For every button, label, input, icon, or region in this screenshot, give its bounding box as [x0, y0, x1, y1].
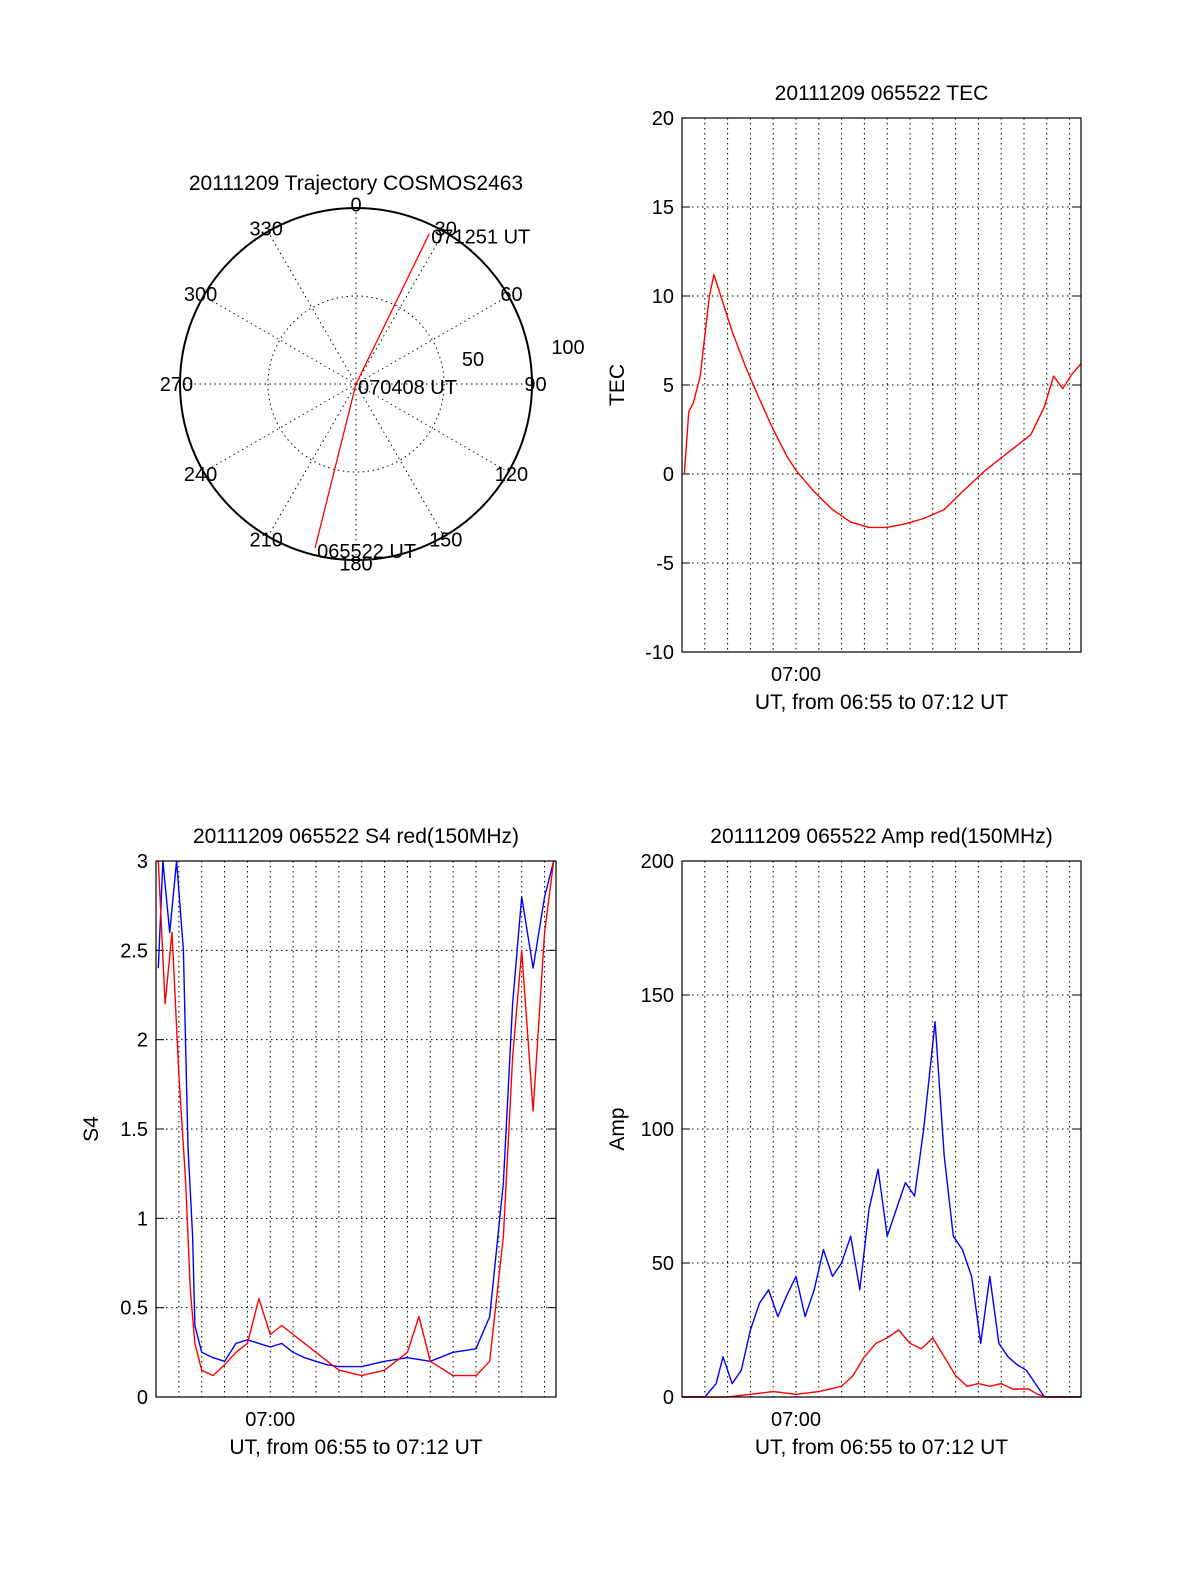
y-tick-label: 10 — [652, 286, 674, 308]
inner-grid-circle — [267, 295, 445, 473]
chart-title: 20111209 Trajectory COSMOS2463 — [189, 172, 523, 195]
x-tick-label: 07:00 — [771, 664, 821, 686]
amp-chart: 20111209 065522 Amp red(150MHz) 200 150 100… — [606, 825, 1082, 1459]
x-axis-label: UT, from 06:55 to 07:12 UT — [229, 1436, 482, 1459]
plot-frame — [681, 860, 1082, 1398]
azimuth-spoke — [203, 295, 357, 385]
chart-title: 20111209 065522 Amp red(150MHz) — [710, 825, 1052, 848]
azimuth-label: 300 — [184, 284, 217, 306]
y-axis-label: TEC — [606, 364, 629, 406]
y-tick-label: 1.5 — [120, 1119, 148, 1141]
y-tick-label: 20 — [652, 108, 674, 130]
y-tick-label: 150 — [641, 985, 674, 1007]
y-tick-label: 1 — [137, 1208, 148, 1230]
series-line-1 — [157, 860, 555, 1377]
azimuth-label: 240 — [184, 464, 217, 486]
time-annotation: 065522 UT — [317, 541, 416, 563]
y-tick-label: 15 — [652, 197, 674, 219]
radius-label: 50 — [462, 349, 484, 371]
azimuth-label: 90 — [524, 374, 546, 396]
trajectory-line — [314, 233, 430, 549]
tec-chart: 20111209 065522 TEC 20 15 10 5 0 -5 -10 07:00 UT,… — [606, 82, 1082, 714]
x-tick-label: 07:00 — [771, 1409, 821, 1431]
azimuth-spoke — [355, 383, 445, 537]
plot-frame — [155, 860, 557, 1398]
azimuth-label: 30 — [435, 219, 457, 241]
azimuth-label: 60 — [500, 284, 522, 306]
series-line-0 — [683, 273, 1082, 529]
azimuth-label: 330 — [250, 219, 283, 241]
y-tick-label: 0 — [137, 1387, 148, 1409]
y-tick-label: 50 — [652, 1253, 674, 1275]
azimuth-label: 150 — [429, 529, 462, 551]
y-tick-label: 3 — [137, 851, 148, 873]
y-tick-label: 5 — [663, 375, 674, 397]
y-tick-label: 2.5 — [120, 940, 148, 962]
azimuth-label: 120 — [495, 464, 528, 486]
y-tick-label: 2 — [137, 1030, 148, 1052]
azimuth-spoke — [267, 383, 357, 537]
series-line-0 — [157, 860, 555, 1368]
chart-title: 20111209 065522 TEC — [775, 82, 989, 105]
azimuth-spoke — [267, 231, 357, 385]
y-axis-label: S4 — [80, 1116, 103, 1142]
plot-frame — [681, 117, 1082, 653]
chart-title: 20111209 065522 S4 red(150MHz) — [193, 825, 519, 848]
time-annotation: 071251 UT — [431, 227, 530, 249]
y-axis-label: Amp — [606, 1107, 629, 1150]
y-tick-label: 0 — [663, 464, 674, 486]
y-tick-label: 0 — [663, 1387, 674, 1409]
y-tick-label: -10 — [645, 642, 674, 664]
azimuth-label: 270 — [160, 374, 193, 396]
y-tick-label: -5 — [656, 553, 674, 575]
azimuth-spoke — [203, 383, 357, 473]
time-annotation: 070408 UT — [358, 377, 457, 399]
radius-label: 100 — [551, 337, 584, 359]
x-tick-label: 07:00 — [245, 1409, 295, 1431]
s4-chart: 20111209 065522 S4 red(150MHz) 3 2.5 2 1.5 1 0… — [80, 825, 557, 1459]
azimuth-label: 180 — [339, 554, 372, 576]
x-axis-label: UT, from 06:55 to 07:12 UT — [755, 1436, 1008, 1459]
series-line-1 — [682, 1329, 1081, 1398]
azimuth-label: 0 — [350, 194, 361, 216]
y-tick-label: 0.5 — [120, 1298, 148, 1320]
azimuth-label: 210 — [250, 529, 283, 551]
x-axis-label: UT, from 06:55 to 07:12 UT — [755, 691, 1008, 714]
y-tick-label: 100 — [641, 1119, 674, 1141]
y-tick-label: 200 — [641, 851, 674, 873]
series-line-0 — [682, 1021, 1081, 1398]
